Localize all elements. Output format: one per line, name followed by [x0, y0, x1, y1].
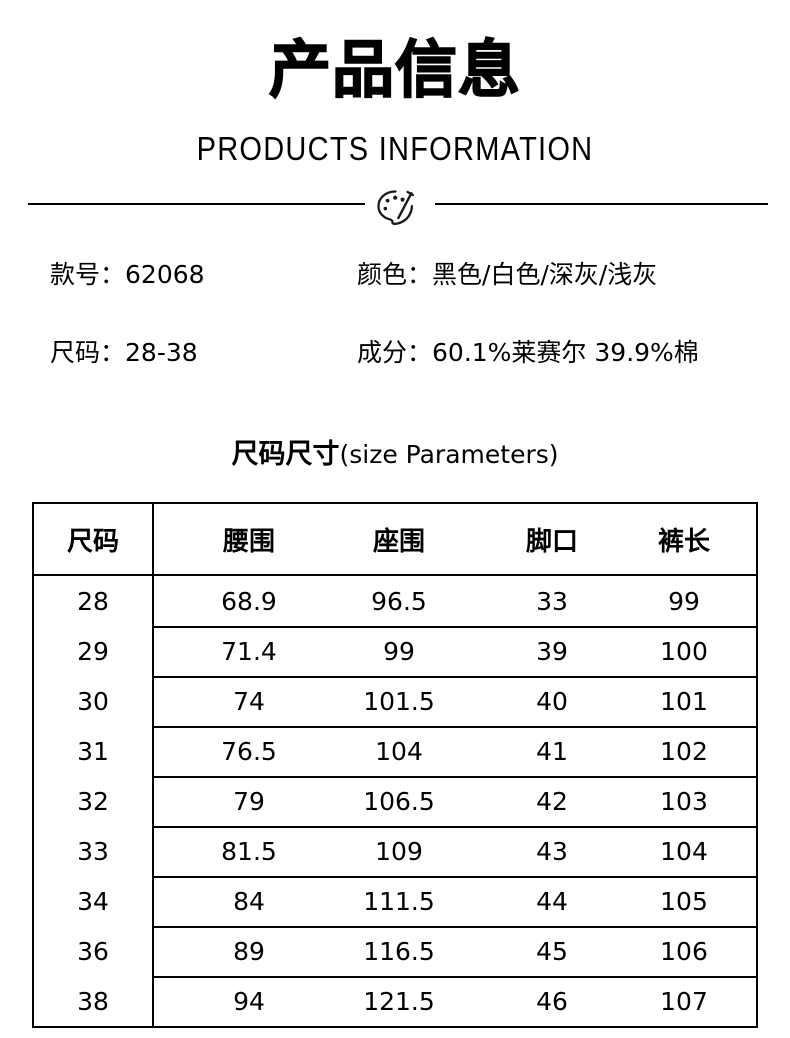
column-header-waist: 腰围: [222, 526, 275, 557]
cell-waist: 81.5: [221, 836, 277, 866]
cell-leg-opening: 41: [536, 736, 568, 766]
cell-leg-opening: 33: [536, 586, 568, 616]
column-header-length: 裤长: [657, 526, 710, 557]
cell-size: 28: [77, 586, 109, 616]
cell-leg-opening: 43: [536, 836, 568, 866]
info-style-number-value: 62068: [125, 260, 205, 289]
divider-line-right: [435, 203, 768, 205]
table-row: 38 94 121.5 46 107: [34, 976, 756, 1026]
cell-size: 33: [77, 836, 109, 866]
cell-length: 100: [660, 636, 708, 666]
cell-size: 38: [77, 986, 109, 1016]
cell-length: 101: [660, 686, 708, 716]
palette-icon: [371, 186, 419, 226]
cell-size: 29: [77, 636, 109, 666]
table-row: 34 84 111.5 44 105: [34, 876, 756, 926]
info-row: 款号：62068 颜色：黑色/白色/深灰/浅灰: [0, 258, 790, 336]
cell-hip: 111.5: [363, 886, 435, 916]
cell-hip: 121.5: [363, 986, 435, 1016]
cell-waist: 89: [233, 936, 265, 966]
table-row: 36 89 116.5 45 106: [34, 926, 756, 976]
table-row: 33 81.5 109 43 104: [34, 826, 756, 876]
cell-length: 106: [660, 936, 708, 966]
cell-hip: 106.5: [363, 786, 435, 816]
info-style-number: 款号：62068: [50, 258, 205, 292]
cell-length: 104: [660, 836, 708, 866]
cell-waist: 94: [233, 986, 265, 1016]
size-table-title: 尺码尺寸(size Parameters): [0, 438, 790, 472]
table-row: 32 79 106.5 42 103: [34, 776, 756, 826]
table-row: 30 74 101.5 40 101: [34, 676, 756, 726]
size-table: 尺码 腰围 座围 脚口 裤长 28 68.9 96.5 33 99 29 71.…: [32, 502, 758, 1028]
table-row: 31 76.5 104 41 102: [34, 726, 756, 776]
size-table-body: 28 68.9 96.5 33 99 29 71.4 99 39 100 30 …: [34, 576, 756, 1026]
cell-hip: 104: [375, 736, 423, 766]
cell-waist: 68.9: [221, 586, 277, 616]
cell-waist: 79: [233, 786, 265, 816]
product-info-block: 款号：62068 颜色：黑色/白色/深灰/浅灰 尺码：28-38 成分：60.1…: [0, 258, 790, 414]
table-row: 28 68.9 96.5 33 99: [34, 576, 756, 626]
cell-waist: 71.4: [221, 636, 277, 666]
cell-leg-opening: 40: [536, 686, 568, 716]
cell-size: 31: [77, 736, 109, 766]
info-size-range-label: 尺码：: [50, 338, 126, 367]
cell-leg-opening: 46: [536, 986, 568, 1016]
info-row: 尺码：28-38 成分：60.1%莱赛尔 39.9%棉: [0, 336, 790, 414]
cell-leg-opening: 45: [536, 936, 568, 966]
info-size-range-value: 28-38: [125, 338, 198, 367]
info-composition: 成分：60.1%莱赛尔 39.9%棉: [357, 336, 699, 370]
column-header-hip: 座围: [372, 526, 425, 557]
column-header-size: 尺码: [66, 526, 119, 557]
size-table-header-row: 尺码 腰围 座围 脚口 裤长: [34, 504, 756, 576]
cell-length: 102: [660, 736, 708, 766]
cell-leg-opening: 44: [536, 886, 568, 916]
info-color-value: 黑色/白色/深灰/浅灰: [432, 260, 658, 289]
cell-hip: 109: [375, 836, 423, 866]
cell-waist: 74: [233, 686, 265, 716]
table-row: 29 71.4 99 39 100: [34, 626, 756, 676]
info-style-number-label: 款号：: [50, 260, 126, 289]
page-subtitle: PRODUCTS INFORMATION: [196, 130, 594, 167]
cell-waist: 76.5: [221, 736, 277, 766]
cell-length: 99: [668, 586, 700, 616]
cell-length: 107: [660, 986, 708, 1016]
cell-size: 34: [77, 886, 109, 916]
divider-line-left: [28, 203, 365, 205]
page-title: 产品信息: [268, 33, 521, 106]
cell-hip: 116.5: [363, 936, 435, 966]
info-composition-value: 60.1%莱赛尔 39.9%棉: [432, 338, 699, 367]
size-table-title-cn: 尺码尺寸: [231, 439, 340, 470]
column-header-leg-opening: 脚口: [525, 526, 578, 557]
cell-size: 30: [77, 686, 109, 716]
cell-length: 103: [660, 786, 708, 816]
cell-hip: 99: [383, 636, 415, 666]
size-table-title-en: (size Parameters): [339, 440, 559, 469]
info-composition-label: 成分：: [357, 338, 433, 367]
cell-waist: 84: [233, 886, 265, 916]
cell-size: 32: [77, 786, 109, 816]
info-color-label: 颜色：: [357, 260, 433, 289]
cell-hip: 96.5: [371, 586, 427, 616]
cell-leg-opening: 42: [536, 786, 568, 816]
cell-length: 105: [660, 886, 708, 916]
cell-hip: 101.5: [363, 686, 435, 716]
header-divider: [0, 186, 790, 226]
info-color: 颜色：黑色/白色/深灰/浅灰: [357, 258, 657, 292]
cell-leg-opening: 39: [536, 636, 568, 666]
info-size-range: 尺码：28-38: [50, 336, 198, 370]
size-column-divider: [152, 504, 154, 1026]
cell-size: 36: [77, 936, 109, 966]
